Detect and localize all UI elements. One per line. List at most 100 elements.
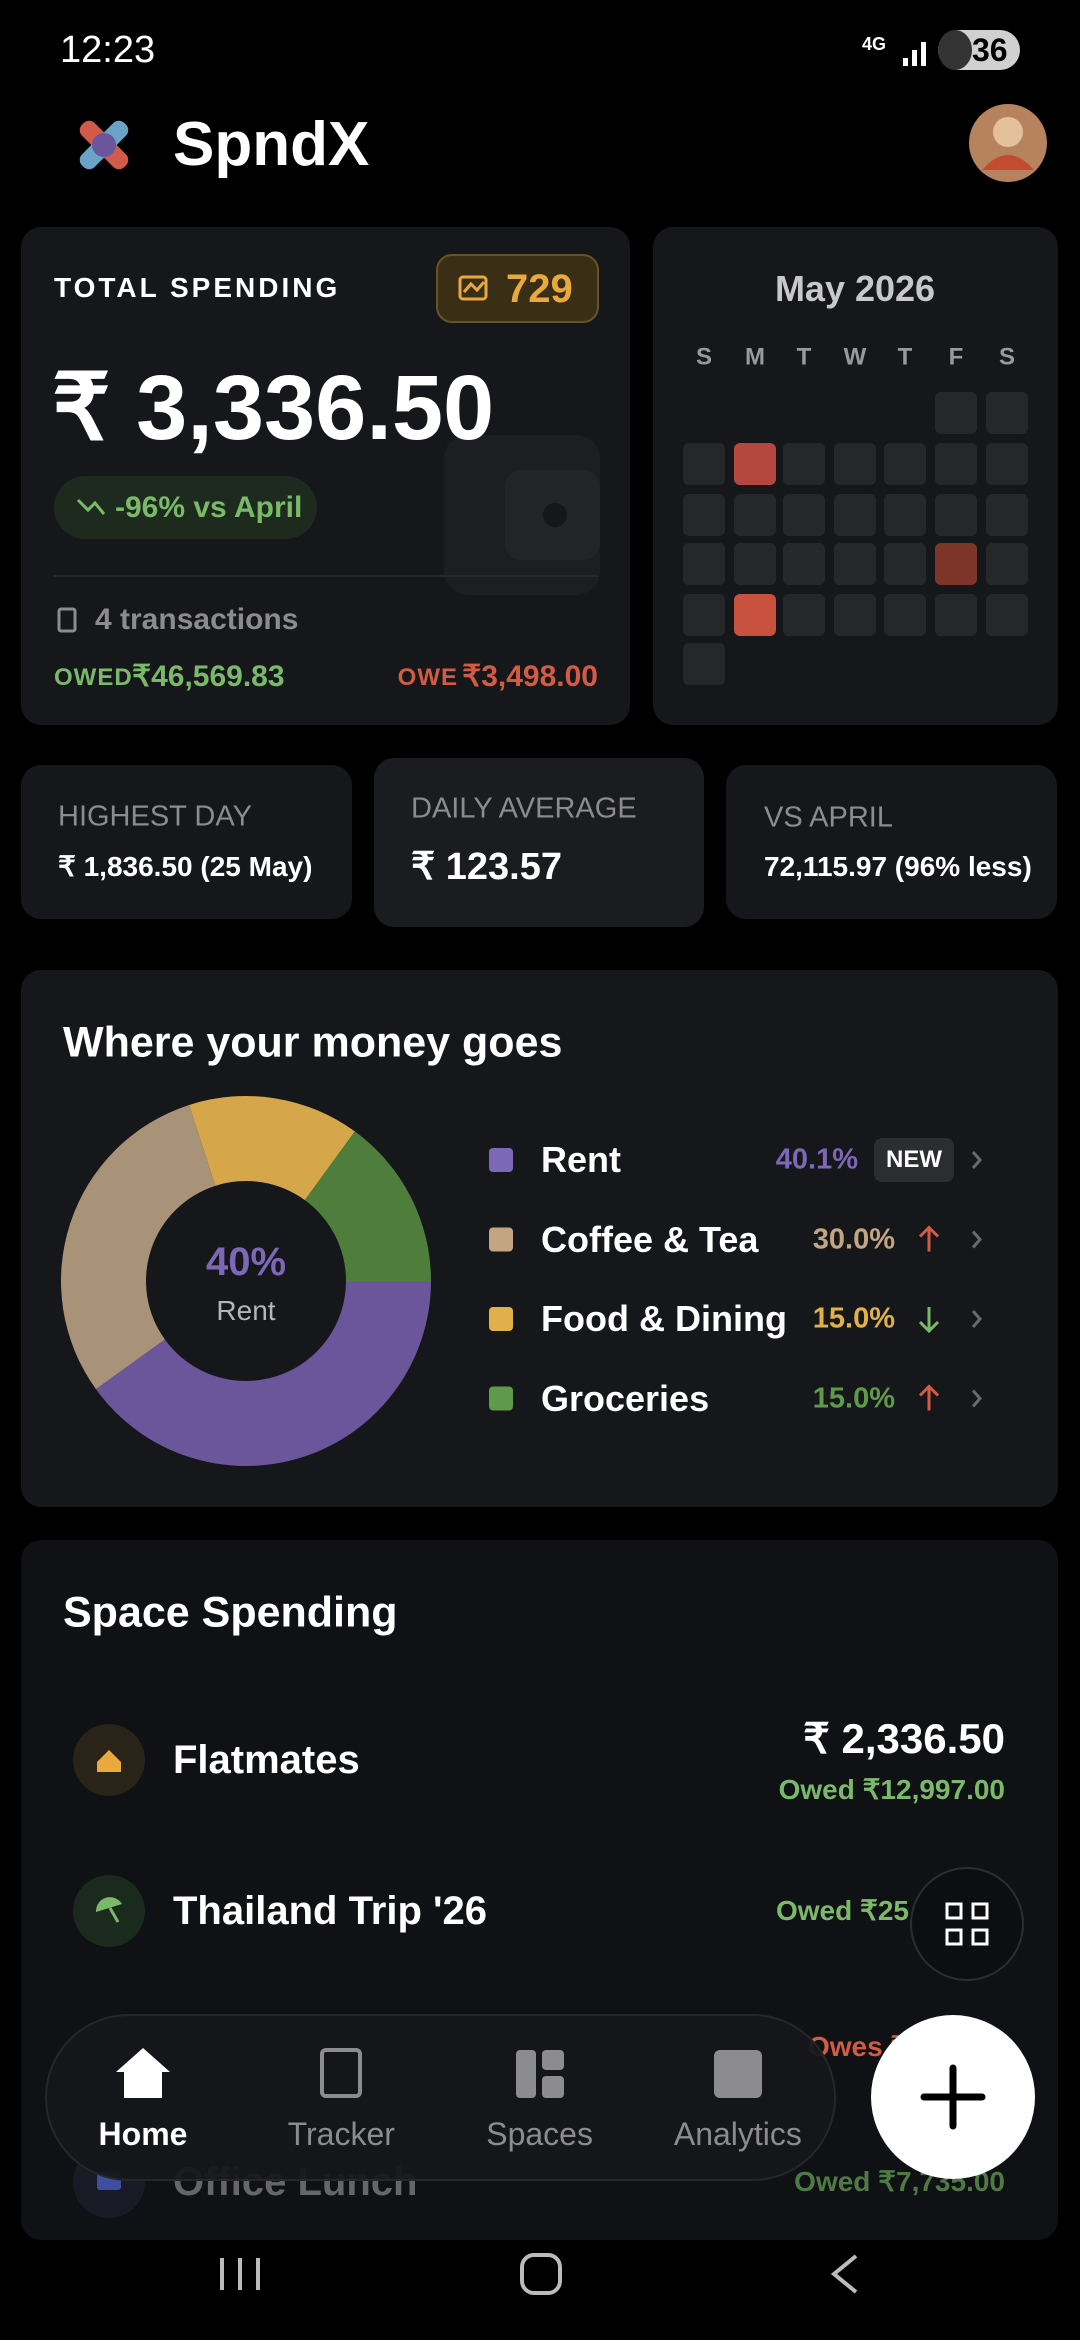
calendar-day[interactable]: [783, 494, 825, 536]
calendar-day[interactable]: [986, 494, 1028, 536]
chevron: [971, 1389, 982, 1408]
stat-value: ₹ 123.57: [411, 846, 562, 888]
donut-segment: [95, 1281, 432, 1467]
calendar-day[interactable]: [986, 443, 1028, 485]
calendar-day[interactable]: [683, 543, 725, 585]
points-badge[interactable]: [436, 254, 599, 323]
nav-item[interactable]: Analytics: [673, 2116, 802, 2152]
weekday: M: [745, 343, 765, 370]
calendar-day[interactable]: [834, 543, 876, 585]
donut-segment: [189, 1096, 355, 1201]
legend-name[interactable]: Coffee & Tea: [541, 1218, 759, 1260]
calendar-day[interactable]: [683, 494, 725, 536]
calendar-day[interactable]: [935, 392, 977, 434]
calendar-day[interactable]: [986, 543, 1028, 585]
owe-label: OWE: [397, 664, 458, 691]
legend-icon: [489, 1227, 513, 1252]
calendar-day[interactable]: [834, 594, 876, 636]
change: -96% vs April: [115, 491, 303, 524]
stat-label: DAILY AVERAGE: [411, 792, 637, 825]
nav-item[interactable]: Spaces: [486, 2116, 593, 2152]
trend-arrow: [918, 1384, 940, 1411]
calendar-day[interactable]: [884, 443, 926, 485]
battery: 36: [972, 32, 1008, 68]
chevron: [971, 1151, 982, 1169]
donut-segment: [304, 1131, 431, 1281]
weekday: F: [949, 343, 964, 370]
trend-icon: [76, 498, 106, 515]
calendar-day[interactable]: [935, 594, 977, 636]
calendar-day[interactable]: [683, 443, 725, 485]
calendar-day[interactable]: [935, 494, 977, 536]
calendar-day[interactable]: [683, 594, 725, 636]
legend-icon: [489, 1307, 513, 1331]
spaces-title: Space Spending: [63, 1588, 398, 1637]
calendar-day[interactable]: [734, 443, 776, 485]
donut-center-value: 40%: [205, 1240, 287, 1284]
calendar-day[interactable]: [783, 443, 825, 485]
calendar-day[interactable]: [884, 543, 926, 585]
weekday: S: [999, 343, 1015, 370]
time: 12:23: [60, 29, 156, 71]
network: 4G: [862, 34, 887, 54]
stat-label: VS APRIL: [764, 801, 893, 834]
stat-card: [374, 758, 704, 927]
qr-button[interactable]: [910, 1867, 1024, 1981]
weekday: T: [797, 343, 812, 370]
chevron: [971, 1230, 982, 1249]
legend-name[interactable]: Food & Dining: [541, 1298, 787, 1339]
breakdown-title: Where your money goes: [63, 1018, 563, 1067]
add-button[interactable]: [871, 2015, 1035, 2179]
calendar-day[interactable]: [986, 392, 1028, 434]
space-name[interactable]: Flatmates: [173, 1738, 360, 1782]
calendar-title: May 2026: [774, 268, 936, 309]
app-name: SpndX: [173, 110, 370, 179]
owed-label: OWED: [54, 664, 133, 691]
donut-center-label: Rent: [216, 1295, 276, 1326]
nav-item[interactable]: Tracker: [287, 2116, 395, 2152]
receipt-icon: [57, 607, 77, 633]
legend-percent: 40.1%: [775, 1143, 858, 1176]
calendar-day[interactable]: [834, 494, 876, 536]
calendar-day[interactable]: [935, 443, 977, 485]
weekday: W: [844, 343, 867, 370]
chevron: [971, 1310, 982, 1328]
weekday: T: [898, 343, 913, 370]
total-label: TOTAL SPENDING: [54, 272, 341, 303]
calendar-day[interactable]: [884, 494, 926, 536]
calendar-day[interactable]: [986, 594, 1028, 636]
stat-value: 72,115.97 (96% less): [764, 851, 1032, 882]
weekday: S: [696, 343, 712, 370]
space-amount: ₹ 2,336.50: [803, 1715, 1005, 1762]
calendar-day[interactable]: [783, 594, 825, 636]
space-name[interactable]: Thailand Trip '26: [173, 1889, 488, 1933]
trend-arrow: [918, 1225, 940, 1252]
owed-amount: ₹46,569.83: [132, 660, 285, 693]
calendar-day[interactable]: [884, 594, 926, 636]
nav-item[interactable]: Home: [98, 2116, 188, 2152]
owe-amount: ₹3,498.00: [462, 660, 598, 693]
legend-icon: [489, 1148, 513, 1172]
legend-name[interactable]: Rent: [541, 1139, 621, 1180]
transactions: 4 transactions: [95, 603, 299, 636]
legend-percent: 15.0%: [812, 1302, 895, 1335]
calendar-day[interactable]: [834, 443, 876, 485]
legend-icon: [489, 1386, 513, 1411]
points-icon: [458, 275, 488, 301]
calendar-day[interactable]: [935, 543, 977, 585]
legend-percent: 30.0%: [812, 1223, 895, 1255]
calendar-day[interactable]: [783, 543, 825, 585]
calendar-day[interactable]: [734, 594, 776, 636]
calendar-day[interactable]: [734, 543, 776, 585]
space-balance: Owed ₹12,997.00: [778, 1774, 1005, 1805]
calendar-day[interactable]: [683, 643, 725, 685]
total-amount: ₹ 3,336.50: [52, 357, 495, 459]
calendar-day[interactable]: [734, 494, 776, 536]
legend-name[interactable]: Groceries: [541, 1377, 710, 1419]
space-balance: Owed ₹25,: [776, 1895, 917, 1926]
donut-segment: [60, 1104, 216, 1390]
